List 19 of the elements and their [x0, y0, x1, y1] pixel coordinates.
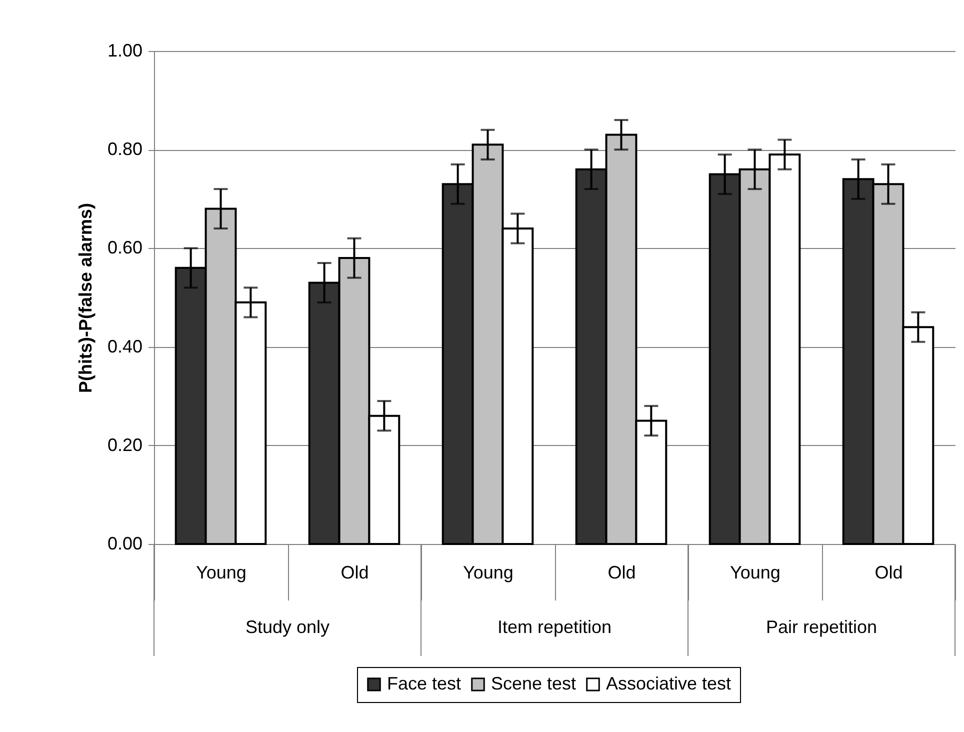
y-tick-label: 0.60: [107, 238, 142, 258]
x-tick-label: Young: [196, 562, 246, 582]
y-tick-label: 0.40: [107, 336, 142, 356]
x-tick-label: Young: [730, 562, 780, 582]
legend-label: Associative test: [606, 673, 732, 694]
text: Pair repetition: [766, 617, 878, 637]
y-tick-label: 0.80: [107, 139, 142, 160]
y-tick-label: 1.00: [107, 40, 142, 60]
x-tick-label: Old: [608, 562, 636, 582]
y-tick-label: 0.00: [107, 534, 142, 554]
legend-label: Face test: [387, 673, 462, 694]
text: Study only: [245, 617, 330, 637]
text: Item repetition: [497, 617, 612, 637]
x-tick-label: Young: [463, 562, 514, 582]
legend-label: Scene test: [491, 673, 576, 694]
x-tick-label: Old: [340, 562, 369, 582]
y-tick-label: 0.20: [107, 434, 142, 455]
x-tick-label: Old: [874, 562, 903, 582]
y-axis-title: P(hits)-P(false alarms): [75, 202, 96, 394]
